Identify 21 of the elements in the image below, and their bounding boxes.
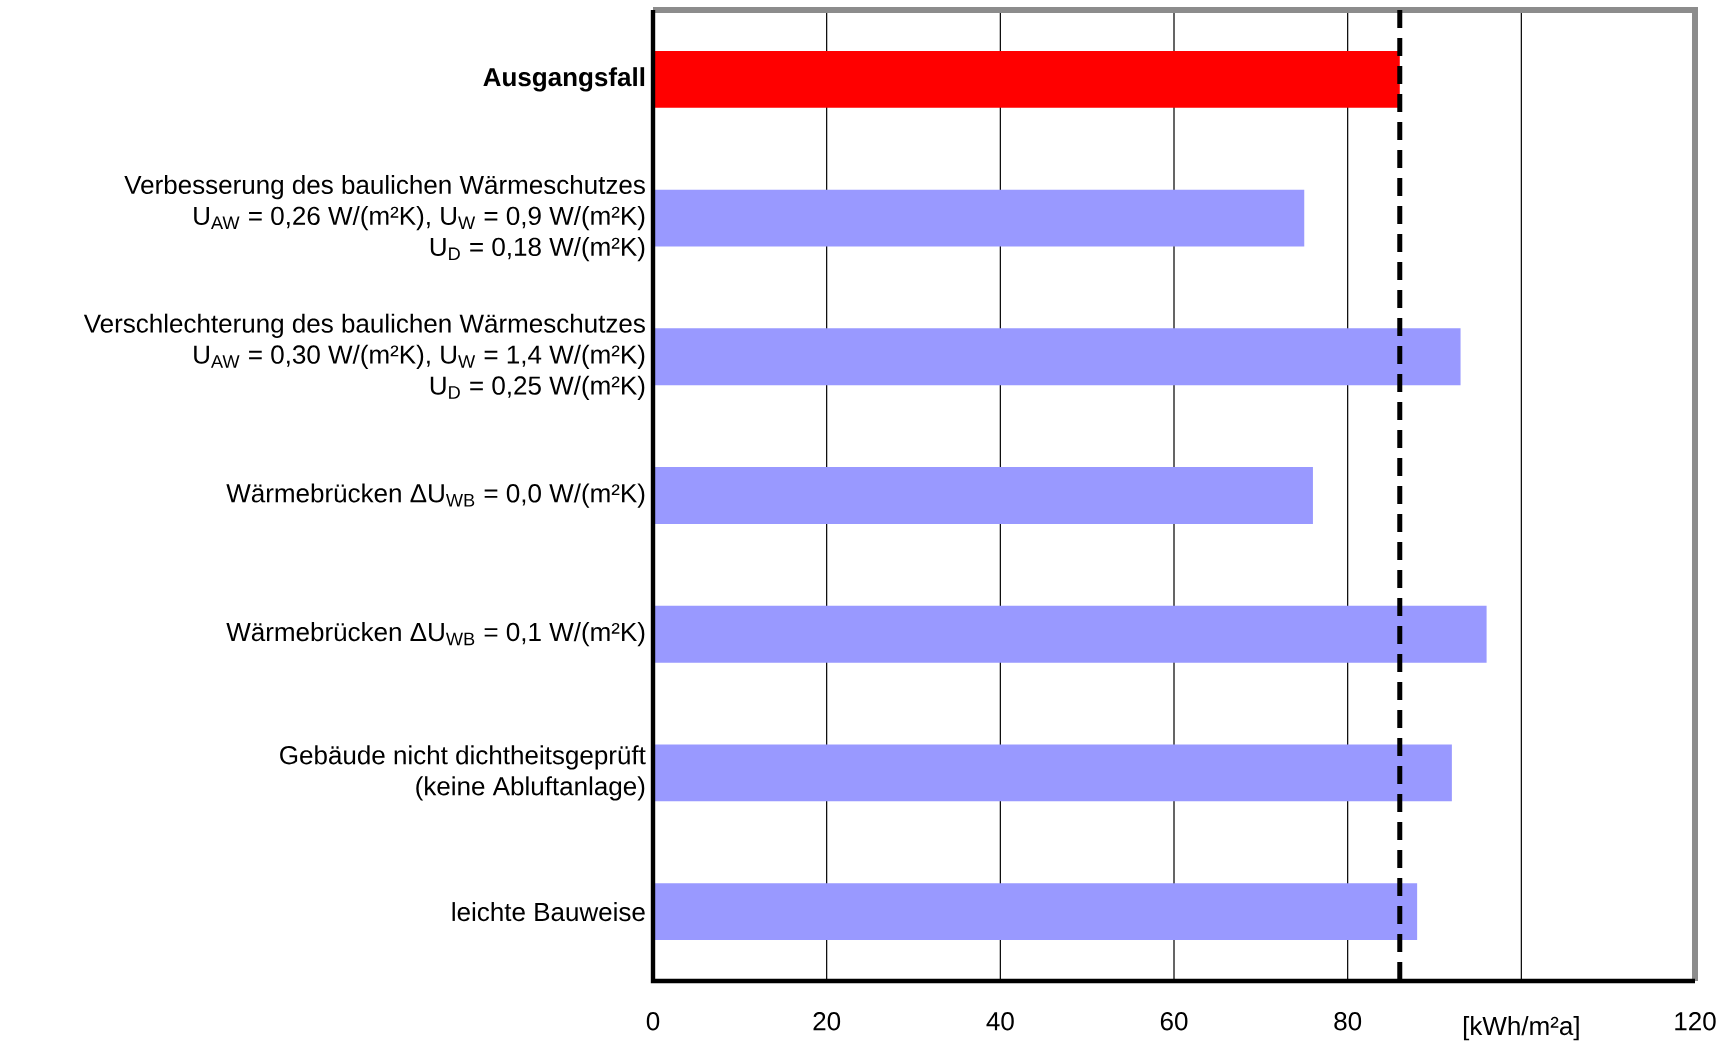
bar (653, 189, 1305, 247)
bar (653, 328, 1461, 386)
y-tick-label: Ausgangsfall (483, 67, 645, 92)
y-tick-label: Wärmebrücken ΔU$_{WB}$ = 0,1 W/(m²K) (226, 622, 645, 647)
bar (653, 467, 1313, 524)
y-tick-label: Gebäude nicht dichtheitsgeprüft (keine Abluftanlage) (280, 745, 646, 801)
x-tick-label: 20 (813, 1012, 841, 1031)
x-tick-label: 120 (1675, 1012, 1716, 1031)
y-tick-label: leichte Bauweise (452, 902, 645, 922)
x-axis-title: [kWh/m²a] (1463, 1016, 1579, 1041)
x-tick-label: 80 (1334, 1012, 1362, 1031)
bar (653, 605, 1487, 663)
bar (653, 744, 1452, 802)
bar (653, 50, 1400, 108)
bar (653, 883, 1418, 941)
x-tick-label: 60 (1160, 1012, 1188, 1031)
x-tick-label: 40 (986, 1012, 1014, 1031)
category-label: Verschlechterung des baulichen Wärmeschutzes U$_{AW}$ = 0,30 W/(m²K), U$_{W}$ = 1,4 W/(m²K) U$_{D}$ = 0,25 W/(m²K) (83, 313, 645, 400)
y-tick-label: Wärmebrücken ΔU$_{WB}$ = 0,0 W/(m²K) (226, 483, 645, 508)
category-label: Verbesserung des baulichen Wärmeschutzes U$_{AW}$ = 0,26 W/(m²K), U$_{W}$ = 0,9 W/(m²K) U$_{D}$ = 0,18 W/(m²K) (124, 174, 645, 262)
x-tick-label: 0 (646, 1012, 660, 1031)
